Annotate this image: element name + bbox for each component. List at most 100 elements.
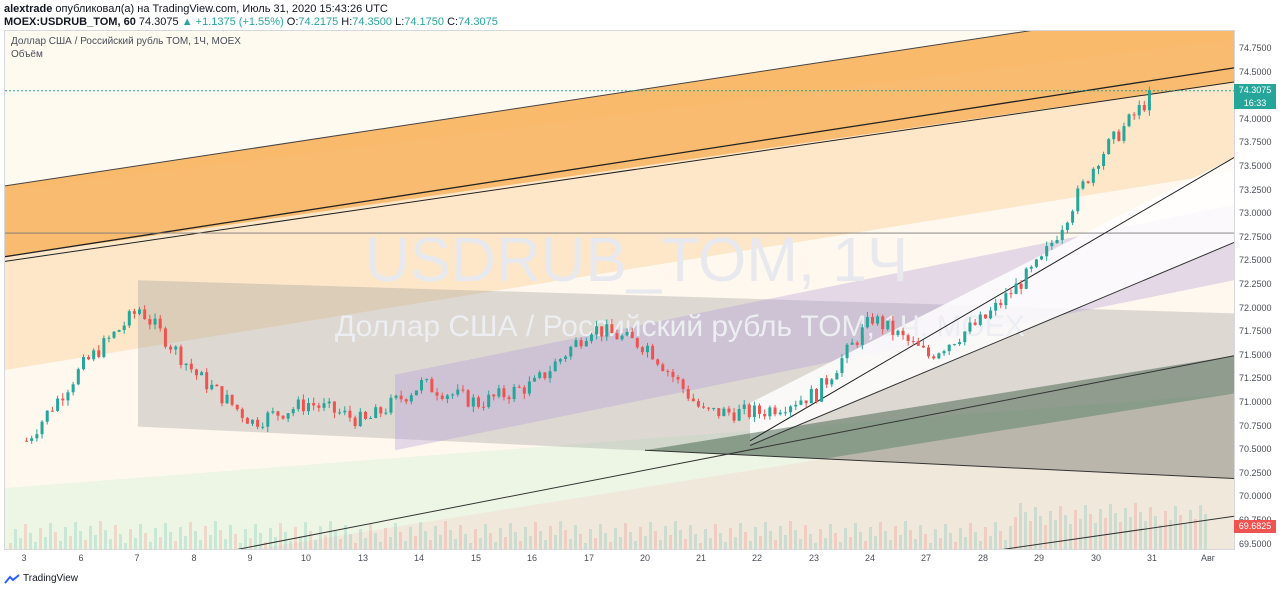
candle-body xyxy=(440,395,444,399)
time-tick: 24 xyxy=(864,553,876,563)
price-chart[interactable]: USDRUB_TOM, 1Ч Доллар США / Российский р… xyxy=(5,31,1234,549)
volume-bar xyxy=(1004,540,1007,549)
volume-bar xyxy=(459,525,462,549)
volume-bar xyxy=(44,537,47,549)
published-text: опубликовал(а) на TradingView.com, Июль … xyxy=(55,3,388,15)
candle-body xyxy=(1122,126,1126,141)
candle-body xyxy=(840,358,844,374)
volume-bar xyxy=(384,528,387,549)
volume-bar xyxy=(854,523,857,549)
candle-body xyxy=(615,333,619,340)
volume-bar xyxy=(394,523,397,549)
price-tick: 72.0000 xyxy=(1239,302,1272,313)
volume-bar xyxy=(489,533,492,549)
candle-body xyxy=(374,407,378,418)
volume-bar xyxy=(859,532,862,549)
watermark-symbol: USDRUB_TOM, 1Ч xyxy=(365,226,908,295)
volume-bar xyxy=(89,526,92,549)
candle-body xyxy=(102,338,106,357)
candle-body xyxy=(574,340,578,347)
price-tick: 71.2500 xyxy=(1239,373,1272,384)
volume-bar xyxy=(824,538,827,549)
volume-bar xyxy=(54,532,57,549)
candle-body xyxy=(742,404,746,410)
candle-body xyxy=(671,371,675,378)
candle-body xyxy=(107,337,111,339)
candle-body xyxy=(327,401,331,404)
volume-bar xyxy=(419,522,422,549)
candle-body xyxy=(502,388,506,398)
volume-bar xyxy=(714,524,717,549)
candle-body xyxy=(564,356,568,360)
volume-bar xyxy=(734,537,737,549)
volume-bar xyxy=(704,529,707,549)
candle-body xyxy=(538,372,542,378)
candle-body xyxy=(763,413,767,417)
candle-body xyxy=(112,331,116,338)
candle-body xyxy=(1040,256,1043,260)
volume-bar xyxy=(299,536,302,549)
candle-body xyxy=(752,405,756,418)
candle-body xyxy=(195,369,198,376)
candle-body xyxy=(1102,153,1106,166)
volume-bar xyxy=(509,523,512,549)
volume-bar xyxy=(1204,514,1207,549)
volume-bar xyxy=(764,522,767,549)
candle-body xyxy=(153,318,157,325)
volume-bar xyxy=(194,531,197,549)
author-name[interactable]: alextrade xyxy=(4,3,53,15)
candle-body xyxy=(548,371,552,379)
candle-body xyxy=(1024,268,1028,289)
legend-volume[interactable]: Объём xyxy=(11,49,43,60)
chart-area[interactable]: USDRUB_TOM, 1Ч Доллар США / Российский р… xyxy=(4,30,1235,550)
time-tick: 14 xyxy=(413,553,425,563)
volume-bar xyxy=(1034,507,1037,549)
volume-bar xyxy=(594,538,597,549)
volume-bar xyxy=(544,540,547,549)
time-tick: 30 xyxy=(1090,553,1102,563)
candle-body xyxy=(860,327,864,345)
volume-bar xyxy=(834,533,837,549)
price-tick: 73.2500 xyxy=(1239,184,1272,195)
candle-body xyxy=(553,361,557,372)
time-tick: 3 xyxy=(21,553,27,563)
candle-body xyxy=(50,410,54,412)
volume-bar xyxy=(354,543,357,549)
candle-body xyxy=(794,404,798,407)
price-tick: 70.5000 xyxy=(1239,444,1272,455)
candle-body xyxy=(696,401,700,407)
candle-body xyxy=(286,413,290,419)
candle-body xyxy=(466,390,470,407)
volume-bar xyxy=(1129,517,1132,549)
open-value: 74.2175 xyxy=(298,16,339,28)
legend-title[interactable]: Доллар США / Российский рубль TOM, 1Ч, M… xyxy=(11,36,241,47)
candle-body xyxy=(768,407,772,417)
volume-bar xyxy=(1069,524,1072,549)
time-axis[interactable]: 3 6 7 8 9 10 13 14 15 16 17 20 21 22 23 24 27 28 29 30 31 Авг xyxy=(4,548,1233,568)
time-tick: 17 xyxy=(583,553,595,563)
footer: TradingView xyxy=(4,573,78,584)
volume-bar xyxy=(139,524,142,549)
price-tick: 72.5000 xyxy=(1239,255,1272,266)
candle-body xyxy=(707,407,711,409)
volume-bar xyxy=(109,539,112,549)
price-tick: 71.0000 xyxy=(1239,397,1272,407)
volume-bar xyxy=(589,529,592,549)
candle-body xyxy=(681,379,685,390)
candle-body xyxy=(1060,229,1064,240)
volume-bar xyxy=(319,526,322,549)
volume-bar xyxy=(1174,506,1177,549)
volume-bar xyxy=(39,528,42,549)
candle-body xyxy=(737,409,741,421)
candle-body xyxy=(865,316,869,328)
candle-body xyxy=(456,389,460,395)
candle-body xyxy=(143,309,147,320)
time-tick: 7 xyxy=(134,553,140,563)
candle-body xyxy=(343,410,347,413)
volume-bar xyxy=(1049,511,1052,549)
candle-body xyxy=(1009,293,1013,295)
time-tick: 22 xyxy=(751,553,763,563)
candle-body xyxy=(958,342,962,345)
candle-body xyxy=(45,410,49,422)
candle-body xyxy=(301,399,305,412)
